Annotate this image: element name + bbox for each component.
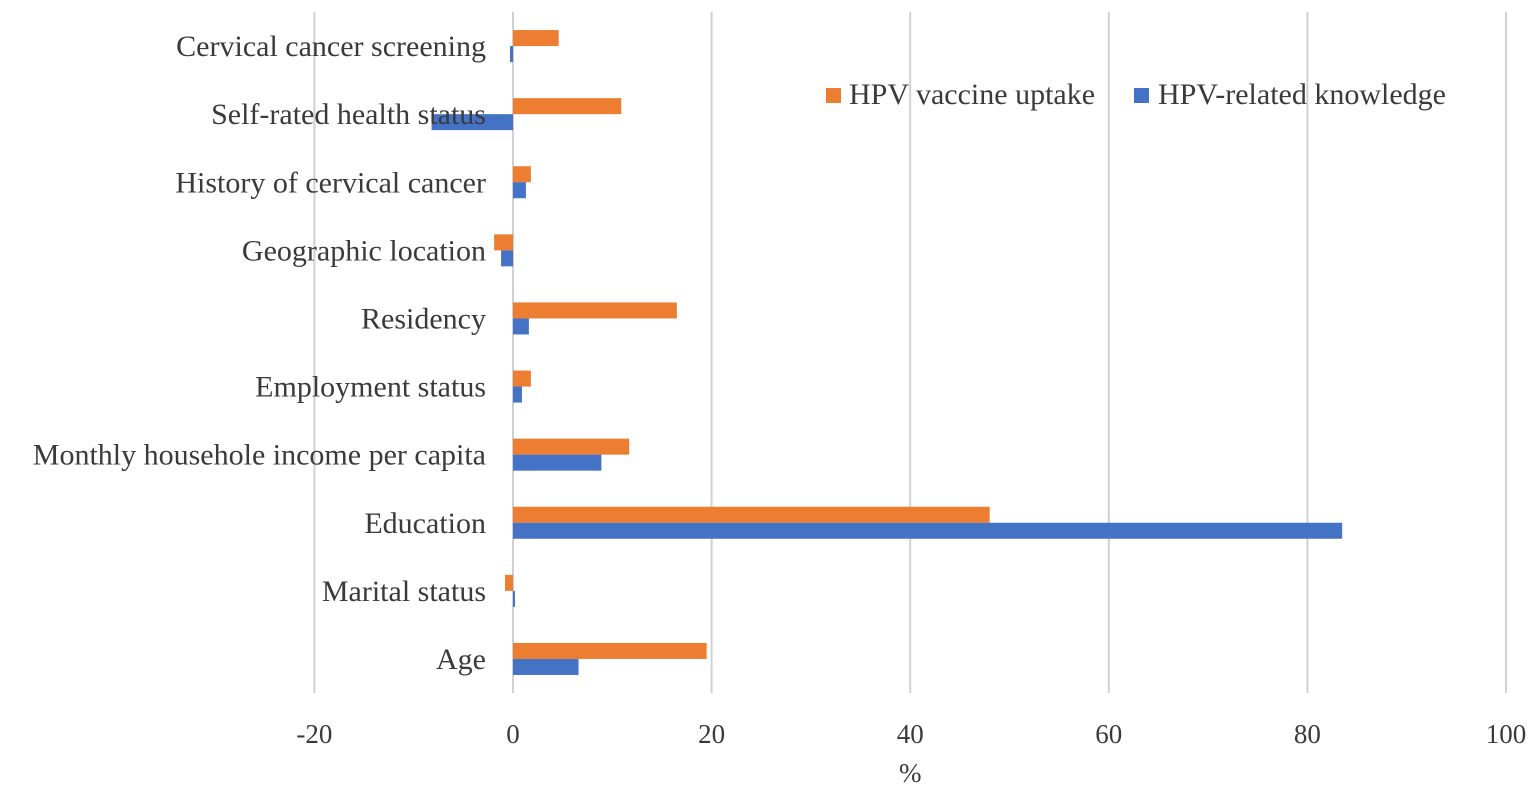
legend-label-knowledge: HPV-related knowledge — [1158, 78, 1446, 111]
category-label: Self-rated health status — [211, 98, 486, 131]
bar-knowledge-2 — [513, 182, 526, 199]
category-labels: Cervical cancer screening Self-rated heal… — [33, 30, 486, 676]
x-axis-title: % — [899, 758, 922, 788]
bar-vaccine-uptake-5 — [513, 370, 531, 387]
x-tick-label: 20 — [698, 719, 725, 749]
x-tick-label: 80 — [1294, 719, 1321, 749]
category-label: History of cervical cancer — [175, 166, 486, 199]
legend-label-vaccine-uptake: HPV vaccine uptake — [849, 78, 1095, 111]
bar-knowledge-8 — [513, 590, 515, 607]
bar-knowledge-1 — [431, 114, 513, 131]
x-tick-label: 60 — [1095, 719, 1122, 749]
legend-swatch-vaccine-uptake — [826, 88, 841, 103]
bar-vaccine-uptake-6 — [513, 438, 630, 455]
legend-swatch-knowledge — [1134, 88, 1149, 103]
bar-vaccine-uptake-9 — [513, 642, 707, 659]
bar-vaccine-uptake-3 — [494, 234, 513, 251]
legend: HPV vaccine uptake HPV-related knowledge — [826, 78, 1446, 111]
x-tick-labels: -20 0 20 40 60 80 100 — [296, 719, 1526, 749]
x-tick-label: 0 — [506, 719, 520, 749]
x-tick-label: 100 — [1486, 719, 1527, 749]
bar-knowledge-4 — [513, 318, 529, 335]
category-label: Marital status — [322, 575, 486, 608]
bar-knowledge-9 — [513, 658, 579, 675]
bar-vaccine-uptake-1 — [513, 98, 622, 115]
bar-vaccine-uptake-2 — [513, 166, 531, 183]
bar-vaccine-uptake-7 — [513, 506, 990, 523]
category-label: Monthly househole income per capita — [33, 439, 486, 472]
bar-vaccine-uptake-8 — [505, 574, 513, 591]
bar-knowledge-5 — [513, 386, 522, 403]
bar-knowledge-7 — [513, 522, 1343, 539]
category-label: Employment status — [255, 371, 486, 404]
category-label: Education — [364, 507, 486, 540]
bars — [431, 30, 1343, 675]
x-tick-label: 40 — [897, 719, 924, 749]
category-label: Residency — [361, 302, 486, 335]
bar-knowledge-3 — [501, 250, 513, 267]
bar-knowledge-0 — [510, 46, 513, 63]
bar-vaccine-uptake-4 — [513, 302, 677, 319]
category-label: Cervical cancer screening — [176, 30, 486, 63]
category-label: Geographic location — [242, 234, 486, 267]
category-label: Age — [436, 643, 486, 676]
bar-vaccine-uptake-0 — [513, 30, 559, 47]
x-tick-label: -20 — [296, 719, 332, 749]
bar-knowledge-6 — [513, 454, 602, 471]
